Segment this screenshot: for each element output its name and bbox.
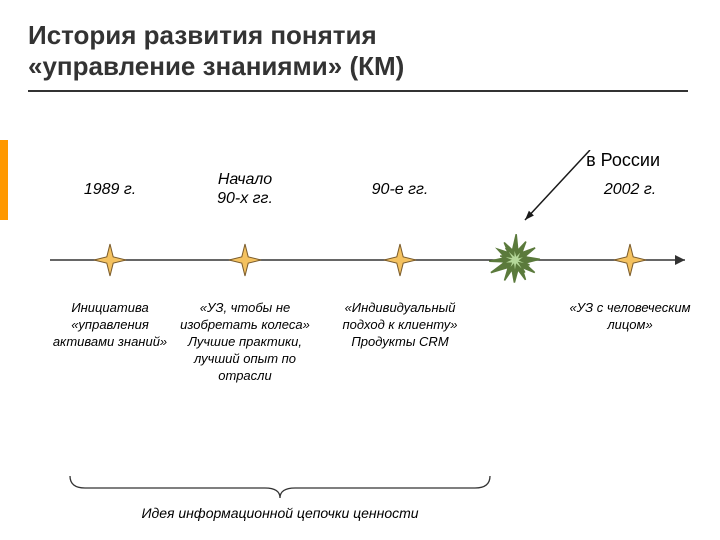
title-block: История развития понятия «управление зна… [0, 0, 720, 102]
desc-1989: Инициатива «управления активами знаний» [40, 300, 180, 351]
brace-label: Идея информационной цепочки ценности [80, 505, 480, 521]
desc-early90s: «УЗ, чтобы не изобретать колеса» Лучшие … [175, 300, 315, 384]
title-line1: История развития понятия [28, 20, 377, 50]
pointer-arrow-svg [30, 150, 690, 290]
title-line2: «управление знаниями» (КМ) [28, 51, 404, 81]
title-underline [28, 90, 688, 92]
desc-90s: «Индивидуальный подход к клиенту» Продук… [330, 300, 470, 351]
brace-svg [30, 470, 530, 510]
desc-2002: «УЗ с человеческим лицом» [560, 300, 700, 334]
slide-title: История развития понятия «управление зна… [28, 20, 692, 82]
accent-sidebar [0, 140, 8, 220]
